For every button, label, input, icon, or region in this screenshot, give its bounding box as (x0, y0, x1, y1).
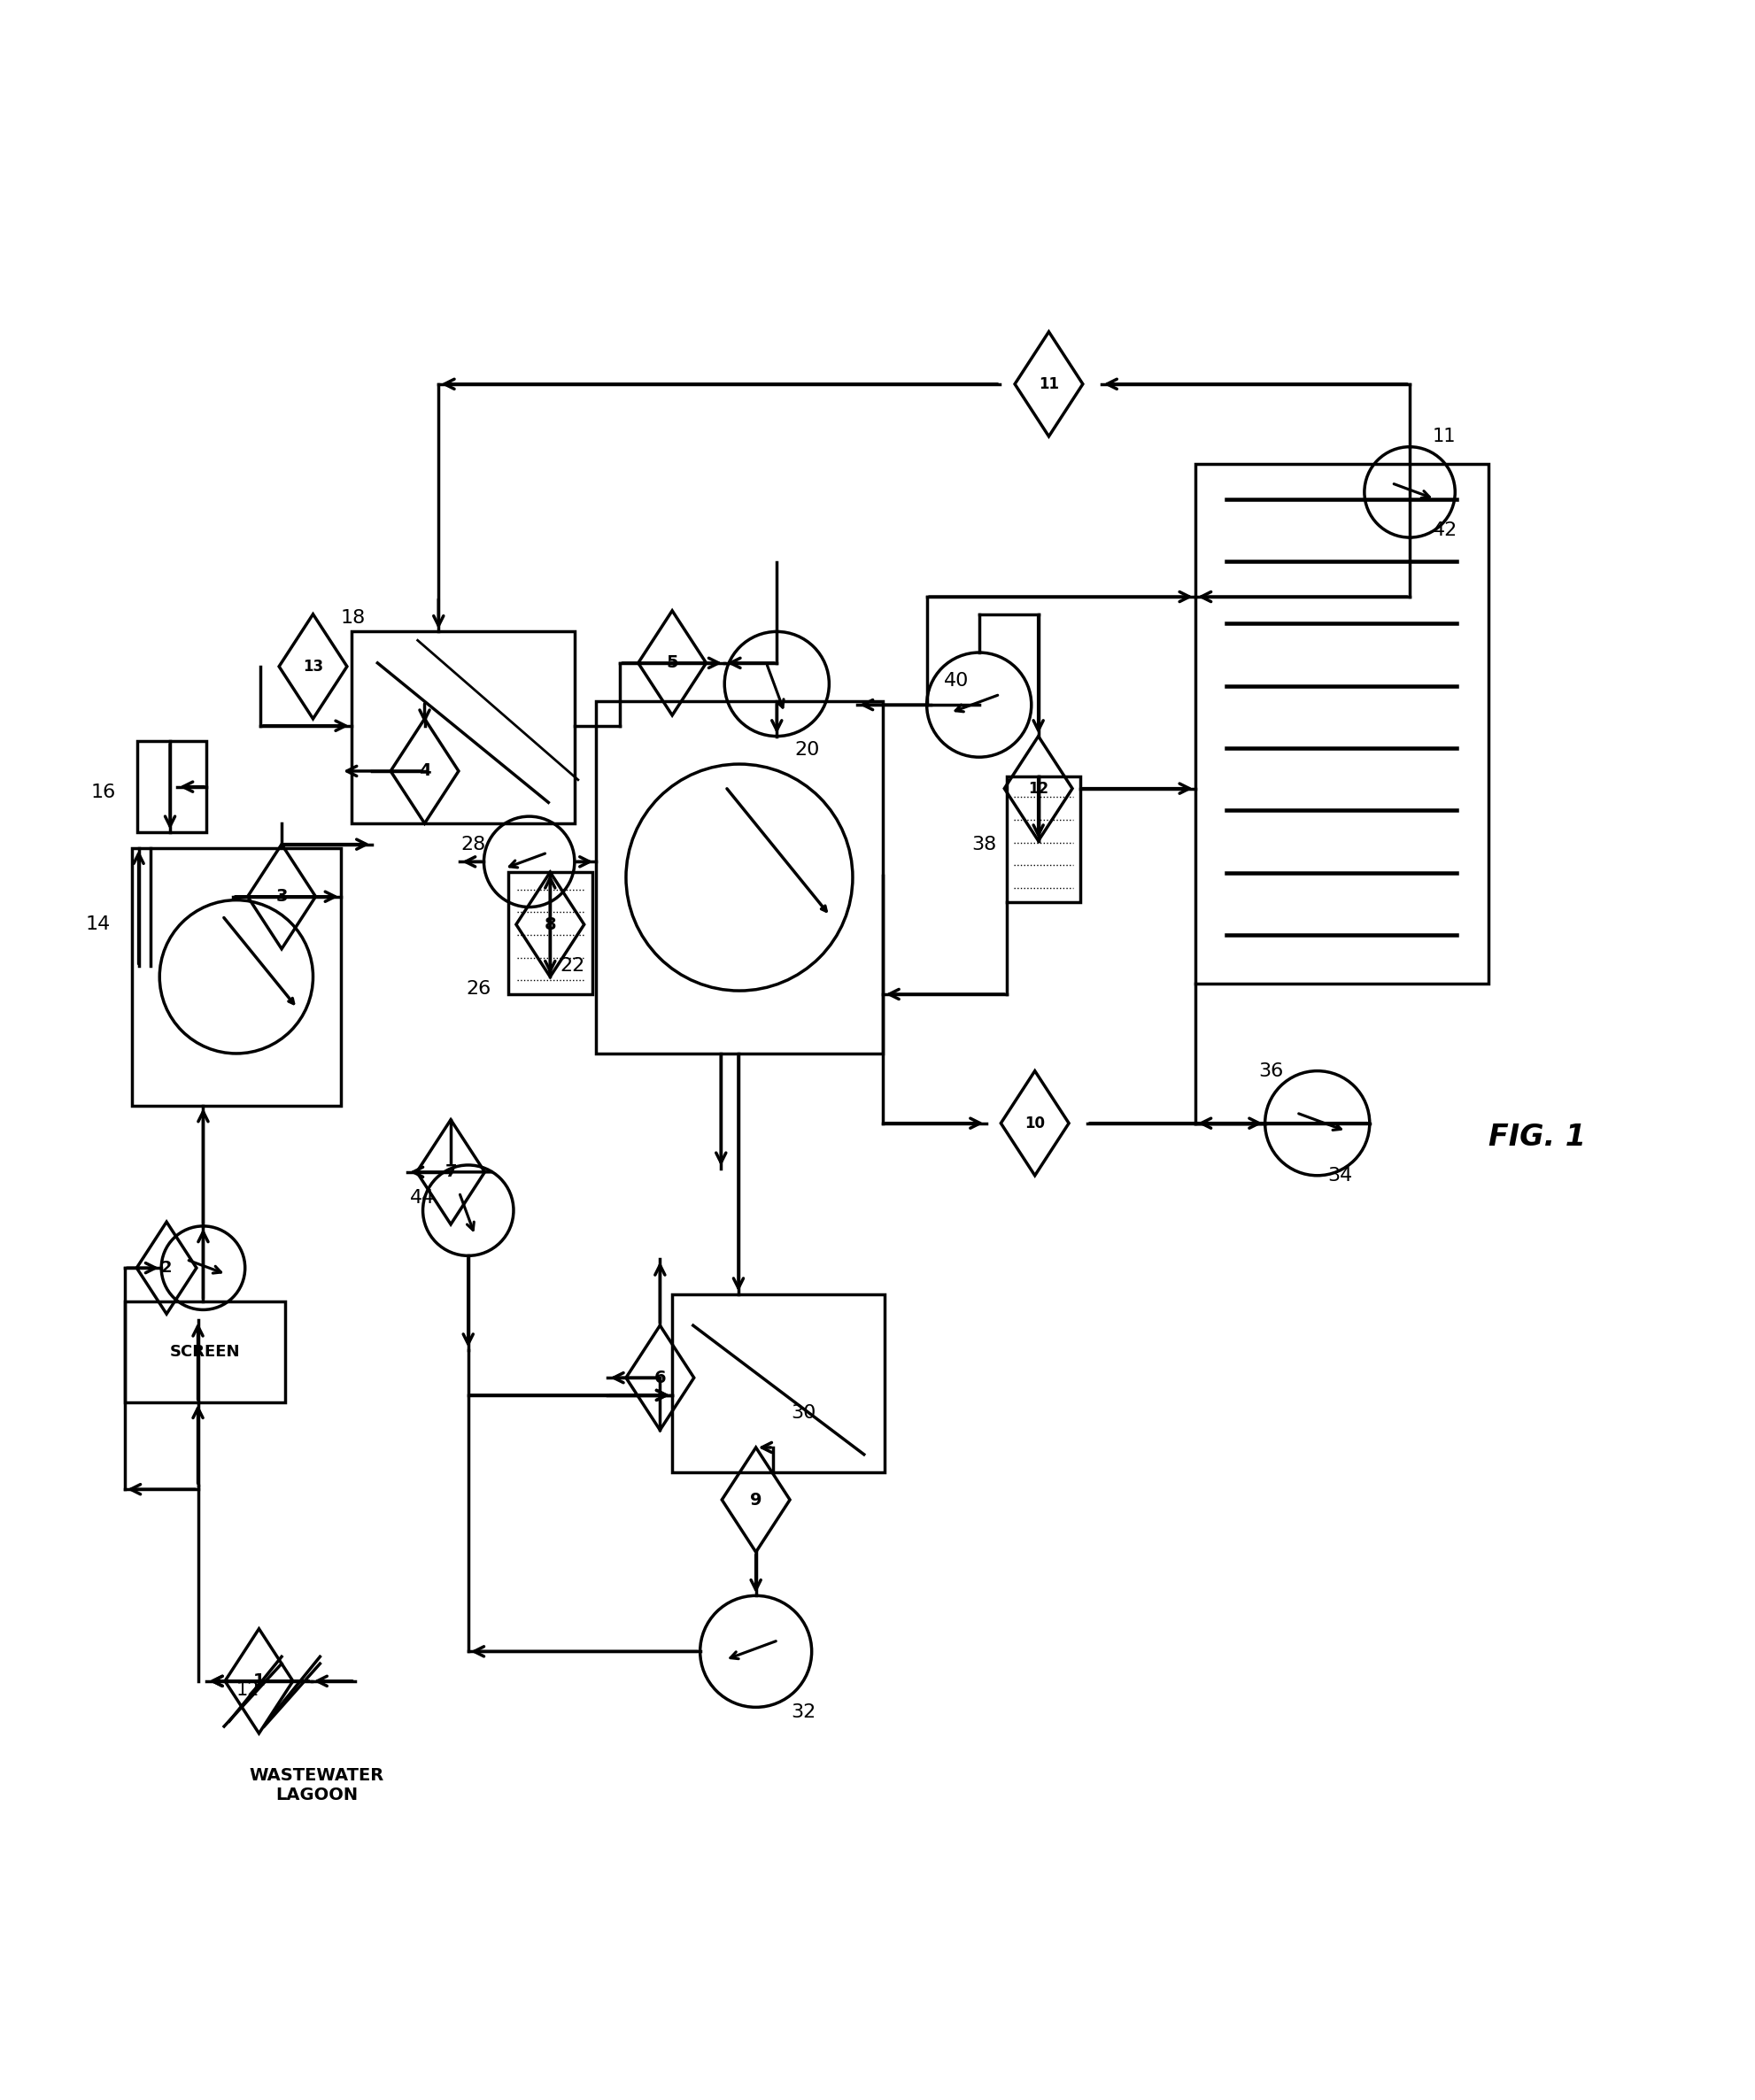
Text: 44: 44 (411, 1189, 435, 1208)
Bar (595, 701, 883, 1054)
Text: 6: 6 (653, 1369, 665, 1386)
Bar (137, 741, 207, 832)
Text: 20: 20 (793, 741, 820, 758)
Text: 4: 4 (418, 762, 430, 779)
Text: 32: 32 (790, 1703, 816, 1722)
Text: 5: 5 (665, 655, 677, 672)
Bar (125, 1302, 284, 1403)
Text: 12: 12 (237, 1680, 260, 1699)
Text: 36: 36 (1257, 1063, 1283, 1079)
Bar (132, 848, 340, 1107)
Text: 13: 13 (302, 659, 323, 674)
Bar (351, 632, 574, 823)
Text: 12: 12 (1028, 781, 1048, 796)
Text: 14: 14 (86, 916, 111, 932)
Text: 16: 16 (91, 783, 116, 800)
Text: 3: 3 (276, 888, 288, 905)
Text: 18: 18 (340, 609, 365, 626)
Text: 28: 28 (460, 836, 486, 853)
Bar (672, 1294, 885, 1472)
Text: 40: 40 (942, 672, 969, 689)
Text: 11: 11 (1432, 428, 1455, 445)
Text: FIG. 1: FIG. 1 (1488, 1124, 1585, 1151)
Text: 2: 2 (161, 1260, 172, 1277)
Text: 38: 38 (971, 836, 997, 853)
Text: 9: 9 (749, 1491, 762, 1508)
Text: 7: 7 (444, 1163, 456, 1180)
Bar (507, 872, 591, 993)
Text: 1: 1 (253, 1674, 265, 1691)
Text: 11: 11 (1039, 376, 1058, 393)
Text: 42: 42 (1432, 521, 1457, 540)
Text: WASTEWATER
LAGOON: WASTEWATER LAGOON (249, 1768, 384, 1804)
Text: 30: 30 (790, 1403, 816, 1422)
Text: 34: 34 (1327, 1168, 1351, 1184)
Bar (1006, 777, 1079, 901)
Text: SCREEN: SCREEN (170, 1344, 240, 1359)
Bar (1195, 464, 1488, 983)
Text: 22: 22 (560, 958, 584, 974)
Text: 8: 8 (544, 916, 556, 932)
Text: 26: 26 (465, 981, 491, 998)
Text: 10: 10 (1025, 1115, 1044, 1132)
